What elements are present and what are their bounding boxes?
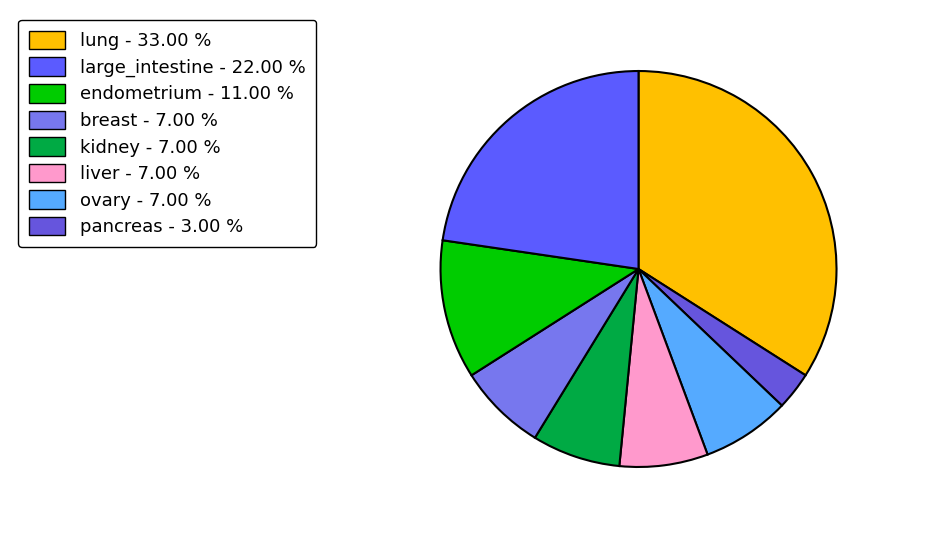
Legend: lung - 33.00 %, large_intestine - 22.00 %, endometrium - 11.00 %, breast - 7.00 : lung - 33.00 %, large_intestine - 22.00 … [19,20,316,247]
Wedge shape [639,269,806,406]
Wedge shape [639,71,837,376]
Wedge shape [440,240,639,376]
Wedge shape [442,71,639,269]
Wedge shape [535,269,639,466]
Wedge shape [620,269,708,467]
Wedge shape [639,269,782,455]
Wedge shape [471,269,639,438]
